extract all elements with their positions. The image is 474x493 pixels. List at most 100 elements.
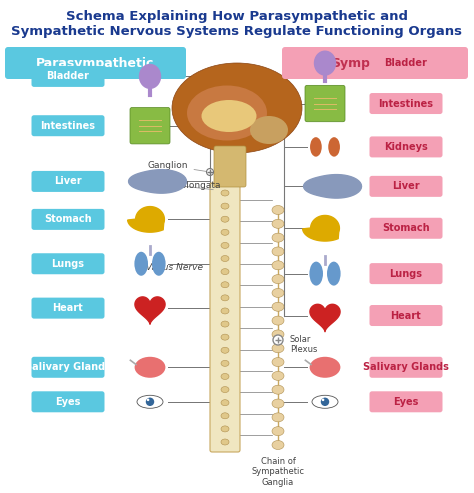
Ellipse shape	[272, 330, 284, 339]
Ellipse shape	[250, 116, 288, 144]
Ellipse shape	[312, 395, 338, 408]
Text: Bladder: Bladder	[46, 71, 90, 81]
FancyBboxPatch shape	[370, 137, 443, 157]
Ellipse shape	[221, 321, 229, 327]
Text: Stomach: Stomach	[382, 223, 430, 233]
Ellipse shape	[272, 413, 284, 422]
FancyBboxPatch shape	[214, 146, 246, 187]
Ellipse shape	[328, 137, 340, 157]
Ellipse shape	[221, 360, 229, 366]
Ellipse shape	[221, 426, 229, 432]
FancyBboxPatch shape	[130, 107, 170, 144]
FancyBboxPatch shape	[31, 357, 104, 378]
Ellipse shape	[137, 395, 163, 408]
Text: Liver: Liver	[54, 176, 82, 186]
Ellipse shape	[321, 397, 329, 406]
Ellipse shape	[310, 137, 322, 157]
Text: Salivary Glands: Salivary Glands	[25, 362, 111, 372]
Ellipse shape	[221, 229, 229, 235]
Text: Intestines: Intestines	[379, 99, 434, 108]
Ellipse shape	[221, 308, 229, 314]
Ellipse shape	[272, 302, 284, 311]
Text: Parasympathetic: Parasympathetic	[36, 57, 154, 70]
Ellipse shape	[272, 206, 284, 214]
Ellipse shape	[272, 288, 284, 297]
Text: Bladder: Bladder	[384, 58, 428, 68]
Text: Stomach: Stomach	[44, 214, 92, 224]
Text: Vagus Nerve: Vagus Nerve	[146, 263, 203, 272]
Polygon shape	[310, 304, 340, 331]
FancyBboxPatch shape	[282, 47, 468, 79]
Ellipse shape	[221, 243, 229, 248]
FancyBboxPatch shape	[370, 53, 443, 73]
Text: Liver: Liver	[392, 181, 420, 191]
Ellipse shape	[272, 357, 284, 367]
Ellipse shape	[314, 50, 336, 76]
FancyBboxPatch shape	[31, 66, 104, 87]
FancyBboxPatch shape	[31, 171, 104, 192]
Ellipse shape	[221, 255, 229, 261]
Ellipse shape	[272, 399, 284, 408]
Text: Medulla Oblongata: Medulla Oblongata	[135, 181, 220, 190]
Ellipse shape	[272, 219, 284, 228]
Ellipse shape	[310, 262, 323, 285]
Text: Schema Explaining How Parasympathetic and: Schema Explaining How Parasympathetic an…	[66, 10, 408, 23]
Ellipse shape	[221, 400, 229, 406]
Ellipse shape	[146, 397, 154, 406]
Ellipse shape	[272, 441, 284, 450]
Ellipse shape	[221, 190, 229, 196]
FancyBboxPatch shape	[210, 183, 240, 452]
Ellipse shape	[310, 357, 340, 378]
Ellipse shape	[272, 385, 284, 394]
Ellipse shape	[272, 261, 284, 270]
Polygon shape	[302, 215, 339, 241]
Text: Heart: Heart	[53, 303, 83, 313]
Ellipse shape	[221, 216, 229, 222]
Ellipse shape	[272, 316, 284, 325]
Ellipse shape	[327, 262, 341, 285]
Ellipse shape	[221, 334, 229, 340]
Ellipse shape	[221, 295, 229, 301]
FancyBboxPatch shape	[370, 93, 443, 114]
FancyBboxPatch shape	[5, 47, 186, 79]
Text: Sympathetic Nervous Systems Regulate Functioning Organs: Sympathetic Nervous Systems Regulate Fun…	[11, 25, 463, 38]
Text: Salivary Glands: Salivary Glands	[363, 362, 449, 372]
FancyBboxPatch shape	[370, 357, 443, 378]
Ellipse shape	[272, 426, 284, 436]
Polygon shape	[128, 207, 164, 232]
Text: Solar
Plexus: Solar Plexus	[290, 335, 318, 354]
Ellipse shape	[221, 374, 229, 380]
FancyBboxPatch shape	[305, 85, 345, 122]
Text: Lungs: Lungs	[390, 269, 422, 279]
Text: Ganglion: Ganglion	[148, 161, 207, 172]
Ellipse shape	[135, 357, 165, 378]
Ellipse shape	[147, 398, 149, 401]
Polygon shape	[128, 170, 187, 193]
FancyBboxPatch shape	[31, 115, 104, 136]
Text: Lungs: Lungs	[52, 259, 84, 269]
FancyBboxPatch shape	[31, 209, 104, 230]
Polygon shape	[135, 297, 165, 324]
FancyBboxPatch shape	[370, 218, 443, 239]
Ellipse shape	[187, 85, 267, 141]
Ellipse shape	[201, 100, 256, 132]
Ellipse shape	[221, 413, 229, 419]
Ellipse shape	[139, 64, 161, 89]
Text: Heart: Heart	[391, 311, 421, 320]
Ellipse shape	[272, 247, 284, 256]
FancyBboxPatch shape	[370, 391, 443, 412]
Text: Sympathetic: Sympathetic	[331, 57, 419, 70]
Ellipse shape	[207, 169, 213, 176]
Text: Kidneys: Kidneys	[384, 142, 428, 152]
Ellipse shape	[221, 282, 229, 288]
Ellipse shape	[272, 344, 284, 352]
Ellipse shape	[221, 439, 229, 445]
Text: Intestines: Intestines	[40, 121, 95, 131]
Text: Eyes: Eyes	[55, 397, 81, 407]
FancyBboxPatch shape	[370, 176, 443, 197]
FancyBboxPatch shape	[370, 305, 443, 326]
Ellipse shape	[272, 233, 284, 242]
Text: Eyes: Eyes	[393, 397, 419, 407]
Ellipse shape	[221, 347, 229, 353]
FancyBboxPatch shape	[31, 298, 104, 318]
